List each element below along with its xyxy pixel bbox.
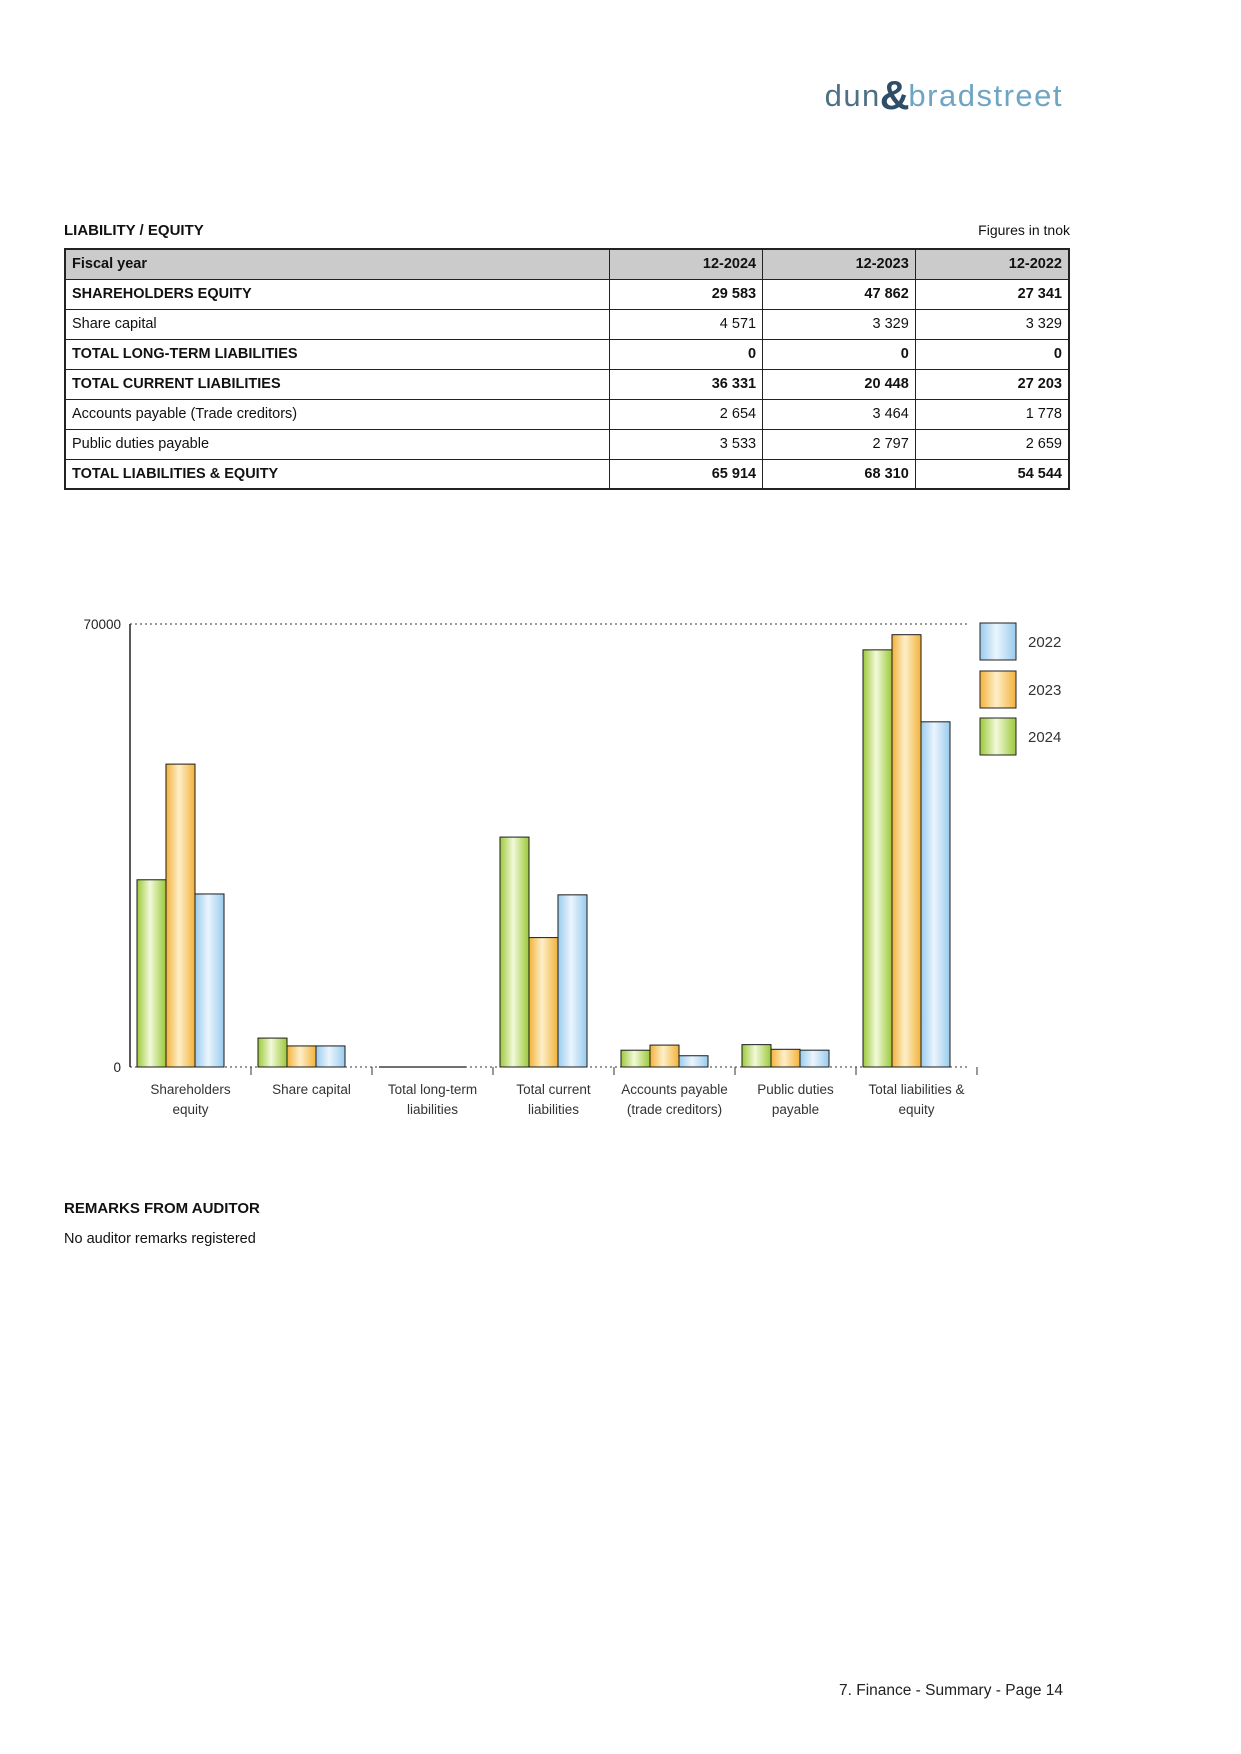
row-value: 3 533 xyxy=(609,428,764,460)
bar-chart-svg: 0 70000 Shareholders equity Share capital To… xyxy=(83,617,1061,1117)
table-row: SHAREHOLDERS EQUITY 29 583 47 862 27 341 xyxy=(64,278,1070,310)
row-label: TOTAL CURRENT LIABILITIES xyxy=(64,368,611,400)
x-category-label: Total current xyxy=(516,1082,591,1097)
legend-label-2024: 2024 xyxy=(1028,729,1061,746)
row-value: 2 654 xyxy=(609,398,764,430)
table-header-cell: 12-2023 xyxy=(762,248,916,280)
bar-2022-total-liabilities- xyxy=(920,721,951,1068)
row-value: 20 448 xyxy=(762,368,916,400)
row-label: SHAREHOLDERS EQUITY xyxy=(64,278,611,310)
row-value: 36 331 xyxy=(609,368,764,400)
x-category-label: liabilities xyxy=(528,1102,579,1117)
bar-2024-accounts-payable xyxy=(620,1049,651,1068)
row-value: 29 583 xyxy=(609,278,764,310)
liability-equity-table: Fiscal year 12-2024 12-2023 12-2022 SHAREHO… xyxy=(64,248,1070,490)
section-header: LIABILITY / EQUITY Figures in tnok xyxy=(64,222,1070,239)
remarks-section: REMARKS FROM AUDITOR No auditor remarks … xyxy=(64,1200,260,1247)
row-label: Public duties payable xyxy=(64,428,611,460)
bar-2024-shareholders xyxy=(136,879,167,1068)
bar-2024-share-capital xyxy=(257,1037,288,1068)
row-value: 3 329 xyxy=(914,308,1070,340)
logo-text-dun: dun xyxy=(824,78,881,113)
bar-2023-share-capital xyxy=(286,1045,317,1068)
table-row: TOTAL LIABILITIES & EQUITY 65 914 68 310 54… xyxy=(64,458,1070,490)
bar-2023-shareholders xyxy=(165,763,196,1068)
dun-bradstreet-logo: dun&bradstreet xyxy=(825,70,1063,124)
x-category-label: equity xyxy=(172,1102,208,1117)
remarks-title: REMARKS FROM AUDITOR xyxy=(64,1200,260,1217)
table-header-cell: 12-2024 xyxy=(609,248,764,280)
bar-2023-accounts-payable xyxy=(649,1044,680,1068)
x-category-label: Public duties xyxy=(757,1082,834,1097)
chart-bars xyxy=(136,634,951,1068)
table-header-row: Fiscal year 12-2024 12-2023 12-2022 xyxy=(64,248,1070,280)
table-row: TOTAL CURRENT LIABILITIES 36 331 20 448 27 … xyxy=(64,368,1070,400)
row-value: 0 xyxy=(609,338,764,370)
x-category-label: payable xyxy=(772,1102,819,1117)
row-value: 2 659 xyxy=(914,428,1070,460)
x-category-label: equity xyxy=(898,1102,934,1117)
row-value: 3 464 xyxy=(762,398,916,430)
units-note: Figures in tnok xyxy=(978,222,1070,238)
y-tick-label: 0 xyxy=(113,1060,121,1075)
bar-2022-total-current xyxy=(557,894,588,1068)
chart-gridlines: 0 70000 xyxy=(83,617,978,1075)
page-footer: 7. Finance - Summary - Page 14 xyxy=(839,1682,1063,1699)
row-value: 65 914 xyxy=(609,458,764,490)
table-row: TOTAL LONG-TERM LIABILITIES 0 0 0 xyxy=(64,338,1070,370)
row-value: 0 xyxy=(762,338,916,370)
bar-2024-total-liabilities- xyxy=(862,649,893,1068)
bar-2023-total-liabilities- xyxy=(891,634,922,1068)
liability-equity-bar-chart: 0 70000 Shareholders equity Share capital To… xyxy=(64,545,1074,1135)
legend-swatch-2024 xyxy=(979,717,1017,756)
row-label: Share capital xyxy=(64,308,611,340)
y-tick-label: 70000 xyxy=(83,617,121,632)
legend-swatch-2023 xyxy=(979,670,1017,709)
row-label: Accounts payable (Trade creditors) xyxy=(64,398,611,430)
legend-label-2022: 2022 xyxy=(1028,634,1061,651)
row-label: TOTAL LIABILITIES & EQUITY xyxy=(64,458,611,490)
row-value: 47 862 xyxy=(762,278,916,310)
section-title: LIABILITY / EQUITY xyxy=(64,222,204,239)
bar-2024-public-duties xyxy=(741,1044,772,1068)
bar-2022-shareholders xyxy=(194,893,225,1068)
bar-2024-total-current xyxy=(499,836,530,1068)
logo-text-bradstreet: bradstreet xyxy=(908,78,1063,113)
x-category-label: Total liabilities & xyxy=(868,1082,964,1097)
x-category-label: Shareholders xyxy=(150,1082,231,1097)
x-category-label: Accounts payable xyxy=(621,1082,728,1097)
row-value: 27 341 xyxy=(914,278,1070,310)
chart-x-axis-labels: Shareholders equity Share capital Total lon… xyxy=(150,1082,964,1117)
table-header-cell: Fiscal year xyxy=(64,248,611,280)
bar-2022-share-capital xyxy=(315,1045,346,1068)
row-label: TOTAL LONG-TERM LIABILITIES xyxy=(64,338,611,370)
row-value: 0 xyxy=(914,338,1070,370)
row-value: 68 310 xyxy=(762,458,916,490)
chart-legend: 2022 2023 2024 xyxy=(979,622,1061,756)
table-row: Share capital 4 571 3 329 3 329 xyxy=(64,308,1070,340)
remarks-body: No auditor remarks registered xyxy=(64,1231,256,1247)
row-value: 2 797 xyxy=(762,428,916,460)
x-category-label: Total long-term xyxy=(388,1082,477,1097)
row-value: 3 329 xyxy=(762,308,916,340)
x-category-label: (trade creditors) xyxy=(627,1102,722,1117)
table-row: Public duties payable 3 533 2 797 2 659 xyxy=(64,428,1070,460)
legend-label-2023: 2023 xyxy=(1028,682,1061,699)
bar-2022-accounts-payable xyxy=(678,1055,709,1068)
table-row: Accounts payable (Trade creditors) 2 654 3… xyxy=(64,398,1070,430)
bar-2023-total-current xyxy=(528,937,559,1068)
bar-2023-public-duties xyxy=(770,1048,801,1068)
row-value: 4 571 xyxy=(609,308,764,340)
logo-ampersand-icon: & xyxy=(879,72,910,118)
x-category-label: liabilities xyxy=(407,1102,458,1117)
bar-2022-public-duties xyxy=(799,1049,830,1068)
row-value: 54 544 xyxy=(914,458,1070,490)
legend-swatch-2022 xyxy=(979,622,1017,661)
row-value: 1 778 xyxy=(914,398,1070,430)
x-category-label: Share capital xyxy=(272,1082,351,1097)
table-header-cell: 12-2022 xyxy=(914,248,1070,280)
row-value: 27 203 xyxy=(914,368,1070,400)
